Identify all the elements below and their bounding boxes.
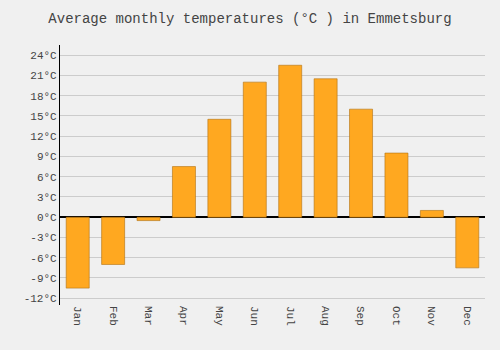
svg-text:-12°C: -12°C <box>24 293 57 305</box>
svg-text:3°C: 3°C <box>37 192 57 204</box>
svg-text:24°C: 24°C <box>30 50 57 62</box>
svg-text:15°C: 15°C <box>30 111 57 123</box>
svg-text:Jun: Jun <box>248 306 260 326</box>
svg-text:Apr: Apr <box>177 306 189 326</box>
svg-text:9°C: 9°C <box>37 151 57 163</box>
svg-text:Nov: Nov <box>425 306 437 326</box>
svg-text:Oct: Oct <box>390 306 402 326</box>
svg-text:18°C: 18°C <box>30 91 57 103</box>
svg-text:May: May <box>213 306 225 326</box>
svg-text:Dec: Dec <box>461 306 473 326</box>
svg-text:6°C: 6°C <box>37 172 57 184</box>
svg-text:Feb: Feb <box>107 306 119 326</box>
svg-text:Sep: Sep <box>354 306 366 326</box>
svg-text:Jan: Jan <box>71 306 83 326</box>
svg-text:-9°C: -9°C <box>30 273 57 285</box>
svg-text:-3°C: -3°C <box>30 232 57 244</box>
svg-text:0°C: 0°C <box>37 212 57 224</box>
svg-text:Mar: Mar <box>142 306 154 326</box>
svg-text:12°C: 12°C <box>30 131 57 143</box>
svg-text:-6°C: -6°C <box>30 253 57 265</box>
svg-text:Average monthly temperatures (: Average monthly temperatures (°C ) in Em… <box>48 11 451 27</box>
svg-text:21°C: 21°C <box>30 70 57 82</box>
svg-text:Jul: Jul <box>284 306 296 326</box>
svg-text:Aug: Aug <box>319 306 331 326</box>
